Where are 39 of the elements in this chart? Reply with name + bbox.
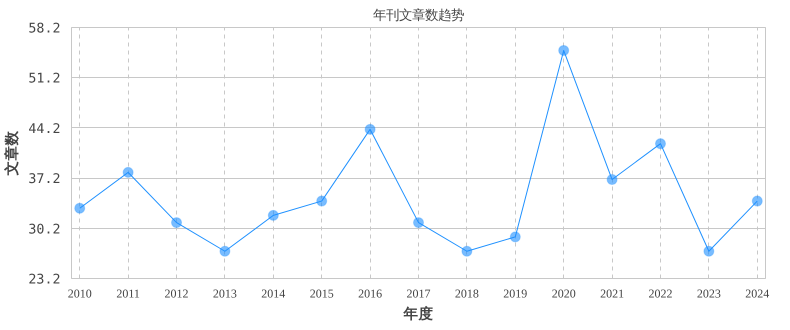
x-tick-label: 2014 [261,286,286,300]
x-tick-label: 2012 [164,286,189,300]
chart-title: 年刊文章数趋势 [373,8,464,22]
point [510,231,521,242]
point [171,217,182,228]
y-tick-label: 30.2 [28,222,61,238]
point [268,210,279,221]
point [606,174,618,186]
x-tick-label: 2021 [600,286,624,300]
y-tick-label: 37.2 [28,172,61,188]
y-axis-title: 文章数 [2,130,20,176]
x-tick-label: 2011 [116,286,140,300]
x-tick-label: 2023 [696,286,721,300]
point [74,202,86,214]
x-tick-label: 2016 [358,286,382,300]
x-tick-label: 2013 [212,286,237,300]
x-tick-label: 2017 [406,286,430,300]
point [316,196,328,207]
point [703,246,714,257]
x-tick-label: 2010 [68,286,92,300]
y-tick-label: 23.2 [28,272,61,288]
point [558,44,570,56]
y-tick-label: 58.2 [28,22,61,36]
point [461,246,472,257]
point [654,138,666,150]
point [413,217,424,228]
point [122,166,134,178]
x-tick-label: 2018 [454,286,479,300]
point [219,246,230,257]
x-axis-title: 年度 [402,304,434,322]
y-tick-label: 51.2 [28,72,61,87]
point [364,124,376,135]
x-tick-label: 2022 [648,286,672,300]
point [752,196,763,207]
x-tick-label: 2019 [503,286,528,300]
x-tick-label: 2024 [745,286,770,300]
y-tick-label: 44.2 [28,122,61,137]
x-tick-label: 2020 [552,286,576,300]
x-tick-label: 2015 [310,286,334,300]
